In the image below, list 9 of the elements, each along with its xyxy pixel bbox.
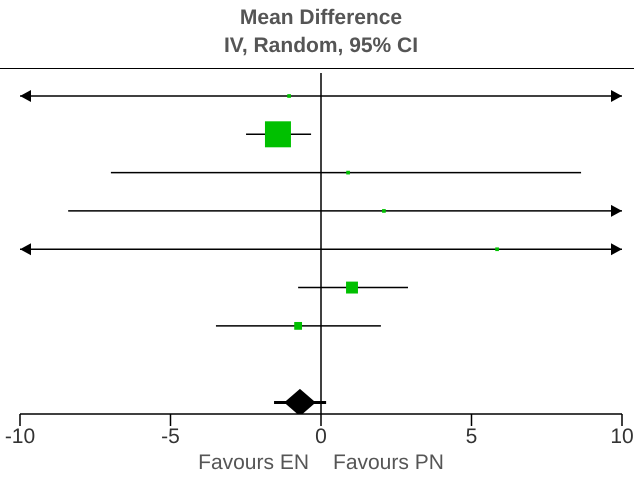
x-tick-label: 10: [610, 424, 634, 448]
x-tick-label: 5: [466, 424, 478, 448]
x-tick-label: -5: [161, 424, 180, 448]
x-tick-label: -10: [4, 424, 36, 448]
chart-subtitle: IV, Random, 95% CI: [222, 33, 420, 59]
text: Favours PN: [333, 451, 444, 475]
text: Favours EN: [198, 451, 309, 475]
x-tick-label: 0: [315, 424, 327, 448]
chart-title: Mean Difference: [238, 5, 404, 31]
